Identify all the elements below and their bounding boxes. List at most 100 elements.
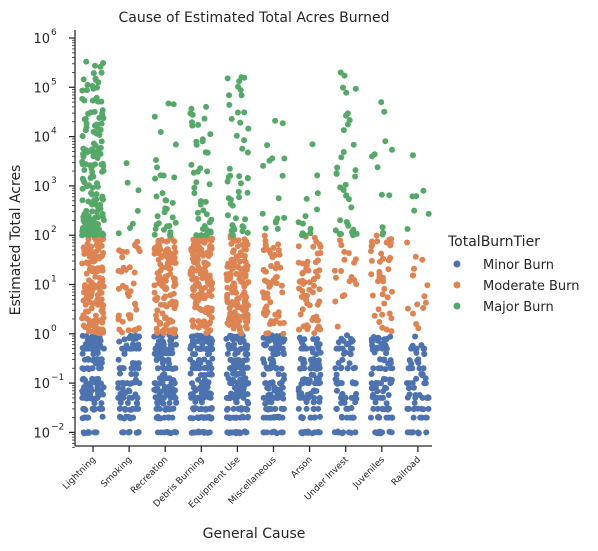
moderate-burn-point <box>275 247 282 254</box>
moderate-burn-point <box>96 255 103 262</box>
moderate-burn-point <box>136 248 143 255</box>
major-burn-point <box>203 211 210 218</box>
moderate-burn-point <box>94 296 101 303</box>
minor-burn-point <box>338 335 345 342</box>
major-burn-point <box>207 229 214 236</box>
moderate-burn-point <box>226 317 233 324</box>
moderate-burn-point <box>199 275 206 282</box>
major-burn-point <box>165 100 172 107</box>
minor-burn-point <box>370 405 377 412</box>
minor-burn-point <box>115 394 122 401</box>
minor-burn-point <box>280 405 287 412</box>
major-burn-point <box>232 215 239 222</box>
minor-burn-point <box>135 360 142 367</box>
moderate-burn-point <box>353 281 360 288</box>
minor-burn-point <box>338 380 345 387</box>
minor-burn-point <box>197 333 204 340</box>
major-burn-point <box>92 142 99 149</box>
major-burn-point <box>89 83 96 89</box>
major-burn-point <box>381 108 388 115</box>
major-burn-point <box>281 214 288 221</box>
moderate-burn-point <box>230 249 236 256</box>
major-burn-point <box>79 87 86 94</box>
minor-burn-point <box>237 414 244 421</box>
moderate-burn-point <box>233 321 239 328</box>
minor-burn-point <box>88 379 95 386</box>
major-burn-point <box>80 153 87 160</box>
minor-burn-point <box>194 429 201 436</box>
minor-burn-point <box>122 390 129 397</box>
minor-burn-point <box>315 405 322 412</box>
major-burn-point <box>124 179 131 186</box>
major-burn-point <box>80 76 87 83</box>
minor-burn-point <box>204 380 211 387</box>
minor-burn-point <box>373 394 380 401</box>
major-burn-point <box>411 207 418 214</box>
moderate-burn-point <box>205 310 212 317</box>
minor-burn-point <box>159 360 166 366</box>
minor-burn-point <box>310 336 317 343</box>
moderate-burn-point <box>311 234 318 241</box>
major-burn-point <box>239 223 246 230</box>
moderate-burn-point <box>189 255 196 262</box>
minor-burn-point <box>122 405 129 412</box>
minor-burn-point <box>233 399 240 406</box>
major-burn-point <box>157 172 164 179</box>
moderate-burn-point <box>297 311 304 318</box>
x-tick-label: Lightning <box>61 455 98 492</box>
moderate-burn-point <box>118 268 125 275</box>
minor-burn-point <box>83 385 90 392</box>
moderate-burn-point <box>300 280 307 287</box>
minor-burn-point <box>383 350 390 357</box>
minor-burn-point <box>410 414 417 421</box>
minor-burn-point <box>266 405 273 412</box>
major-burn-point <box>379 231 386 238</box>
minor-burn-point <box>379 405 386 412</box>
major-burn-point <box>235 188 242 195</box>
moderate-burn-point <box>278 282 285 289</box>
minor-burn-point <box>187 345 194 352</box>
minor-burn-point <box>190 384 197 391</box>
moderate-burn-point <box>376 268 383 275</box>
moderate-burn-point <box>201 295 208 302</box>
minor-burn-point <box>161 386 168 393</box>
moderate-burn-point <box>135 325 142 332</box>
major-burn-point <box>97 144 104 151</box>
moderate-burn-point <box>80 322 87 329</box>
moderate-burn-point <box>125 312 132 319</box>
moderate-burn-point <box>134 238 141 245</box>
minor-burn-point <box>152 394 159 401</box>
legend-marker <box>453 260 461 268</box>
moderate-burn-point <box>235 243 241 250</box>
minor-burn-point <box>369 345 376 352</box>
moderate-burn-point <box>241 257 248 264</box>
major-burn-point <box>337 184 344 191</box>
moderate-burn-point <box>122 284 129 291</box>
major-burn-point <box>93 94 100 101</box>
moderate-burn-point <box>162 315 168 322</box>
minor-burn-point <box>234 360 241 366</box>
minor-burn-point <box>242 405 249 412</box>
minor-burn-point <box>387 380 394 387</box>
minor-burn-point <box>383 414 390 421</box>
moderate-burn-point <box>263 307 270 314</box>
major-burn-point <box>127 225 133 231</box>
moderate-burn-point <box>263 330 270 337</box>
minor-burn-point <box>382 366 389 373</box>
minor-burn-point <box>381 356 388 363</box>
minor-burn-point <box>271 394 278 401</box>
moderate-burn-point <box>151 250 158 257</box>
minor-burn-point <box>132 405 139 412</box>
minor-burn-point <box>334 387 340 394</box>
major-burn-point <box>266 157 273 164</box>
moderate-burn-point <box>127 288 134 295</box>
major-burn-point <box>83 120 90 127</box>
moderate-burn-point <box>169 298 176 305</box>
minor-burn-point <box>303 405 310 412</box>
minor-burn-point <box>173 341 179 348</box>
moderate-burn-point <box>187 268 194 274</box>
moderate-burn-point <box>198 285 205 292</box>
moderate-burn-point <box>311 330 318 337</box>
legend-marker <box>453 302 461 310</box>
minor-burn-point <box>121 336 128 343</box>
